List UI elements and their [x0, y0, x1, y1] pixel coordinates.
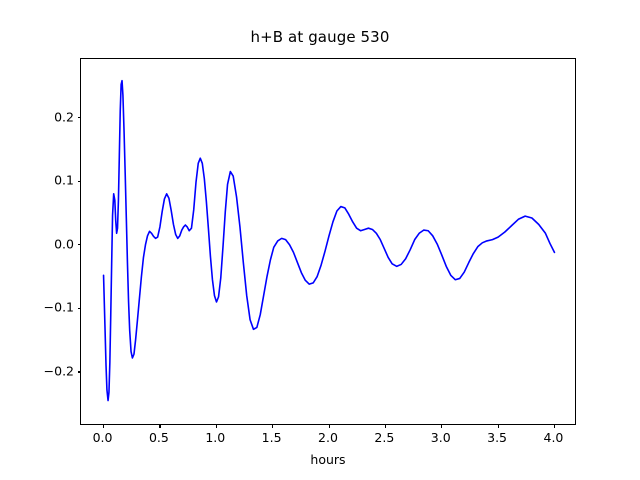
x-tick-label: 1.5	[261, 430, 282, 445]
x-tick-mark	[215, 424, 217, 428]
x-tick-mark	[328, 424, 330, 428]
plot-area	[77, 58, 576, 428]
x-axis-label: hours	[310, 452, 346, 467]
x-tick-mark	[159, 424, 161, 428]
x-tick-mark	[497, 424, 499, 428]
y-tick-mark	[77, 307, 81, 309]
y-tick-mark	[77, 117, 81, 119]
chart-title: h+B at gauge 530	[250, 28, 390, 46]
y-axis-tick-labels: −0.2 −0.1 0.0 0.1 0.2	[24, 58, 74, 425]
x-tick-mark	[441, 424, 443, 428]
x-tick-mark	[272, 424, 274, 428]
x-tick-label: 3.0	[430, 430, 451, 445]
x-tick-label: 4.0	[543, 430, 564, 445]
y-tick-label: 0.2	[54, 109, 74, 125]
x-tick-label: 0.0	[92, 430, 113, 445]
y-tick-mark	[77, 244, 81, 246]
y-tick-label: 0.1	[54, 172, 74, 188]
y-tick-label: −0.2	[43, 363, 74, 379]
y-tick-mark	[77, 180, 81, 182]
x-tick-label: 2.5	[374, 430, 395, 445]
x-tick-label: 2.0	[318, 430, 338, 445]
series-polyline	[102, 79, 556, 402]
y-tick-label: 0.0	[54, 236, 74, 252]
x-tick-label: 1.0	[205, 430, 226, 445]
y-tick-label: −0.1	[43, 299, 74, 315]
x-axis-tick-labels: 0.0 0.5 1.0 1.5 2.0 2.5 3.0 3.5 4.0	[80, 430, 576, 450]
y-tick-mark	[77, 371, 81, 373]
data-line-series	[102, 79, 556, 402]
x-tick-mark	[553, 424, 556, 428]
x-tick-mark	[103, 424, 105, 428]
x-tick-label: 0.5	[148, 430, 169, 445]
x-tick-mark	[384, 424, 386, 428]
x-tick-label: 3.5	[487, 430, 508, 445]
